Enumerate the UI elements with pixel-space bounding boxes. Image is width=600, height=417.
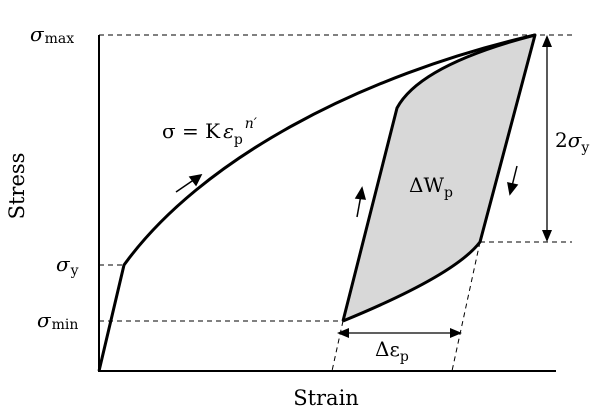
delta-w-label: ΔWp: [409, 173, 453, 201]
x-axis-label: Strain: [293, 386, 359, 410]
two-sigma-y-range-arrow: [542, 35, 552, 242]
y-axis-label: Stress: [5, 153, 29, 220]
arrow-up-right-icon: [175, 173, 203, 193]
sigma-y-label: σy: [56, 252, 79, 279]
direction-arrows: [175, 165, 519, 218]
sigma-max-label: σmax: [30, 22, 74, 47]
delta-eps-left-guide: [331, 320, 344, 372]
delta-eps-range-arrow: [337, 328, 462, 338]
delta-eps-right-guide: [451, 241, 481, 372]
monotonic-curve: [97, 33, 536, 372]
two-sigma-y-label: 2σy: [555, 128, 589, 156]
sigma-min-label: σmin: [37, 308, 78, 333]
delta-eps-label: Δεp: [375, 337, 409, 365]
hysteresis-loop-area: [343, 35, 535, 321]
arrow-down-icon: [507, 165, 519, 196]
arrow-up-icon: [354, 186, 367, 218]
dashed-guides: [99, 34, 572, 372]
